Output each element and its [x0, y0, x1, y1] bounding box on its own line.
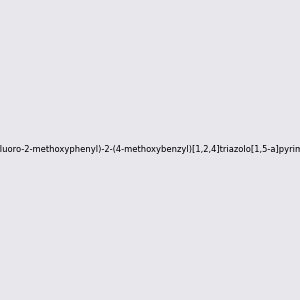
Text: 7-(4-Fluoro-2-methoxyphenyl)-2-(4-methoxybenzyl)[1,2,4]triazolo[1,5-a]pyrimidine: 7-(4-Fluoro-2-methoxyphenyl)-2-(4-methox… — [0, 146, 300, 154]
